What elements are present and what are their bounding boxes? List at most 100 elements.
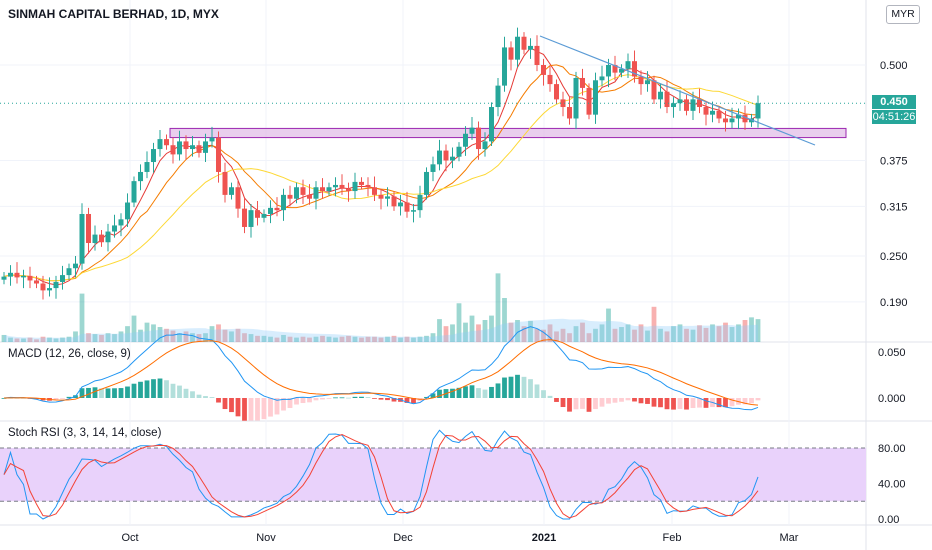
volume-bar: [300, 336, 306, 342]
volume-bar: [1, 334, 7, 342]
macd-histogram-bar: [79, 388, 85, 398]
volume-bar: [190, 333, 195, 342]
macd-histogram-bar: [60, 398, 65, 399]
macd-histogram-bar: [632, 398, 637, 402]
candle-body: [47, 288, 52, 291]
candle-body: [66, 268, 72, 276]
macd-histogram-bar: [196, 394, 202, 398]
macd-histogram-bar: [463, 386, 468, 398]
candles: [1, 27, 761, 300]
volume-bar: [690, 329, 696, 342]
volume-bar: [417, 336, 423, 342]
macd-histogram-bar: [749, 398, 754, 404]
volume-bar: [144, 322, 150, 342]
volume-bar: [541, 329, 546, 342]
volume-bar: [697, 325, 702, 342]
stoch-k-line: [3, 429, 759, 520]
macd-histogram-bar: [645, 398, 650, 404]
macd-histogram-bar: [476, 388, 481, 398]
macd-histogram-bar: [268, 398, 273, 417]
volume-bar: [157, 327, 163, 342]
stoch-axis-label: 40.00: [878, 479, 906, 491]
macd-histogram-bar: [567, 398, 572, 412]
volume-bar: [268, 336, 273, 342]
volume-bar: [131, 315, 137, 342]
macd-histogram-bar: [437, 389, 442, 398]
volume-bar: [749, 317, 754, 342]
macd-histogram-bar: [638, 398, 644, 404]
macd-histogram-bar: [619, 398, 624, 402]
candle-body: [599, 76, 605, 81]
stoch-band: [0, 448, 866, 502]
candle-body: [170, 145, 176, 155]
volume-bar: [222, 329, 228, 342]
macd-histogram-bar: [482, 389, 488, 398]
macd-histogram-bar: [99, 388, 104, 398]
candle-body: [92, 234, 98, 244]
candle-body: [229, 187, 234, 195]
candle-body: [723, 118, 728, 123]
macd-histogram-bar: [593, 398, 598, 410]
macd-histogram-bar: [138, 381, 143, 398]
macd-histogram-bar: [164, 380, 169, 398]
macd-histogram-bar: [92, 387, 98, 398]
volume-bar: [502, 298, 507, 342]
candle-body: [677, 99, 683, 104]
candle-body: [651, 80, 657, 100]
candle-body: [73, 263, 78, 269]
macd-histogram-bar: [541, 390, 546, 398]
volume-bar: [339, 336, 345, 342]
volume-bar: [424, 335, 429, 342]
candle-body: [710, 110, 715, 115]
macd-histogram-bar: [664, 398, 670, 410]
candle-body: [736, 114, 741, 119]
volume-bar: [476, 324, 481, 342]
descending-trendline: [539, 35, 816, 146]
candle-body: [8, 272, 13, 277]
currency-button[interactable]: MYR: [886, 5, 920, 24]
candle-body: [261, 213, 267, 218]
macd-histogram-bar: [222, 398, 228, 410]
volume-bar: [40, 336, 46, 342]
volume-bar: [333, 337, 338, 342]
macd-histogram-bar: [755, 398, 761, 401]
macd-histogram-bar: [671, 398, 676, 410]
volume-bar: [404, 336, 410, 342]
countdown-tag: 04:51:26: [872, 110, 916, 124]
candle-body: [177, 141, 182, 155]
macd-histogram-bar: [729, 398, 735, 407]
macd-histogram-bar: [716, 398, 722, 408]
volume-bar: [216, 324, 221, 342]
macd-histogram-bar: [651, 398, 657, 407]
candle-body: [567, 107, 572, 119]
macd-histogram-bar: [690, 398, 696, 409]
macd-histogram-bar: [157, 378, 163, 398]
candle-body: [703, 107, 709, 115]
volume-bar: [658, 328, 663, 342]
volume-bar: [684, 328, 689, 342]
macd-histogram-bar: [105, 388, 111, 398]
candle-body: [99, 234, 104, 243]
volume-bar: [274, 337, 280, 342]
date-axis-label: Oct: [121, 532, 138, 544]
candle-body: [404, 202, 410, 212]
date-axis-label: Dec: [393, 532, 413, 544]
candle-body: [313, 187, 319, 199]
macd-histogram-bar: [515, 374, 520, 398]
candle-body: [586, 87, 592, 115]
candle-body: [508, 47, 514, 60]
candle-body: [105, 231, 111, 243]
macd-histogram-bar: [684, 398, 689, 410]
macd-histogram-bar: [411, 398, 416, 404]
candle-body: [554, 84, 559, 100]
volume-bar: [105, 333, 111, 342]
volume-bar: [742, 320, 748, 342]
candle-body: [125, 202, 130, 220]
candle-body: [671, 103, 676, 108]
volume-bar: [612, 328, 618, 342]
chart-title: SINMAH CAPITAL BERHAD, 1D, MYX: [8, 7, 219, 21]
volume-bar: [352, 336, 358, 342]
volume-bar: [372, 336, 377, 342]
candle-body: [203, 141, 208, 153]
